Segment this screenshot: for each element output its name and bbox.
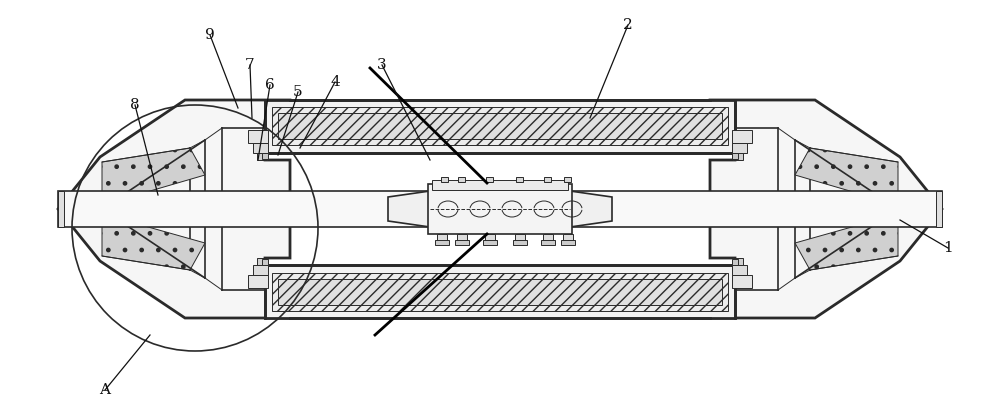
Bar bbox=[253, 265, 268, 275]
Bar bbox=[432, 180, 568, 190]
Text: 4: 4 bbox=[330, 75, 340, 89]
Bar bbox=[278, 279, 722, 305]
Bar bbox=[435, 240, 449, 245]
Bar bbox=[486, 177, 493, 182]
Polygon shape bbox=[388, 191, 430, 227]
Bar bbox=[265, 100, 735, 153]
Bar bbox=[543, 234, 553, 242]
Text: 8: 8 bbox=[130, 98, 140, 112]
Bar bbox=[483, 240, 497, 245]
Polygon shape bbox=[710, 100, 942, 318]
Bar bbox=[455, 240, 469, 245]
Text: 2: 2 bbox=[623, 18, 633, 32]
Bar bbox=[732, 265, 747, 275]
Bar bbox=[732, 130, 752, 143]
Bar bbox=[58, 191, 64, 227]
Bar bbox=[428, 184, 572, 234]
Bar bbox=[561, 240, 575, 245]
Bar bbox=[485, 234, 495, 242]
Text: A: A bbox=[100, 383, 110, 397]
Bar bbox=[272, 107, 728, 145]
Text: 6: 6 bbox=[265, 78, 275, 92]
Bar bbox=[248, 275, 268, 288]
Polygon shape bbox=[795, 148, 898, 205]
Bar bbox=[541, 240, 555, 245]
Bar bbox=[457, 234, 467, 242]
Bar bbox=[265, 265, 735, 318]
Text: 1: 1 bbox=[943, 241, 953, 255]
Bar bbox=[458, 177, 465, 182]
Polygon shape bbox=[102, 214, 205, 270]
Text: 9: 9 bbox=[205, 28, 215, 42]
Polygon shape bbox=[795, 214, 898, 270]
Bar bbox=[58, 191, 942, 227]
Bar bbox=[262, 153, 268, 159]
Bar bbox=[563, 234, 573, 242]
Bar bbox=[732, 153, 738, 159]
Bar bbox=[564, 177, 571, 182]
Bar bbox=[732, 275, 752, 288]
Bar bbox=[936, 191, 942, 227]
Bar bbox=[253, 143, 268, 153]
Text: 7: 7 bbox=[245, 58, 255, 72]
Polygon shape bbox=[570, 191, 612, 227]
Text: 5: 5 bbox=[293, 85, 303, 99]
Bar bbox=[257, 258, 267, 265]
Bar bbox=[733, 153, 743, 160]
Bar bbox=[437, 234, 447, 242]
Bar bbox=[262, 259, 268, 265]
Bar bbox=[732, 143, 747, 153]
Bar bbox=[515, 234, 525, 242]
Text: 3: 3 bbox=[377, 58, 387, 72]
Bar bbox=[272, 273, 728, 311]
Bar bbox=[516, 177, 523, 182]
Bar bbox=[513, 240, 527, 245]
Bar bbox=[732, 259, 738, 265]
Bar bbox=[278, 113, 722, 139]
Polygon shape bbox=[102, 148, 205, 205]
Polygon shape bbox=[58, 100, 290, 318]
Bar bbox=[544, 177, 551, 182]
Bar bbox=[441, 177, 448, 182]
Bar bbox=[248, 130, 268, 143]
Bar bbox=[257, 153, 267, 160]
Bar bbox=[733, 258, 743, 265]
